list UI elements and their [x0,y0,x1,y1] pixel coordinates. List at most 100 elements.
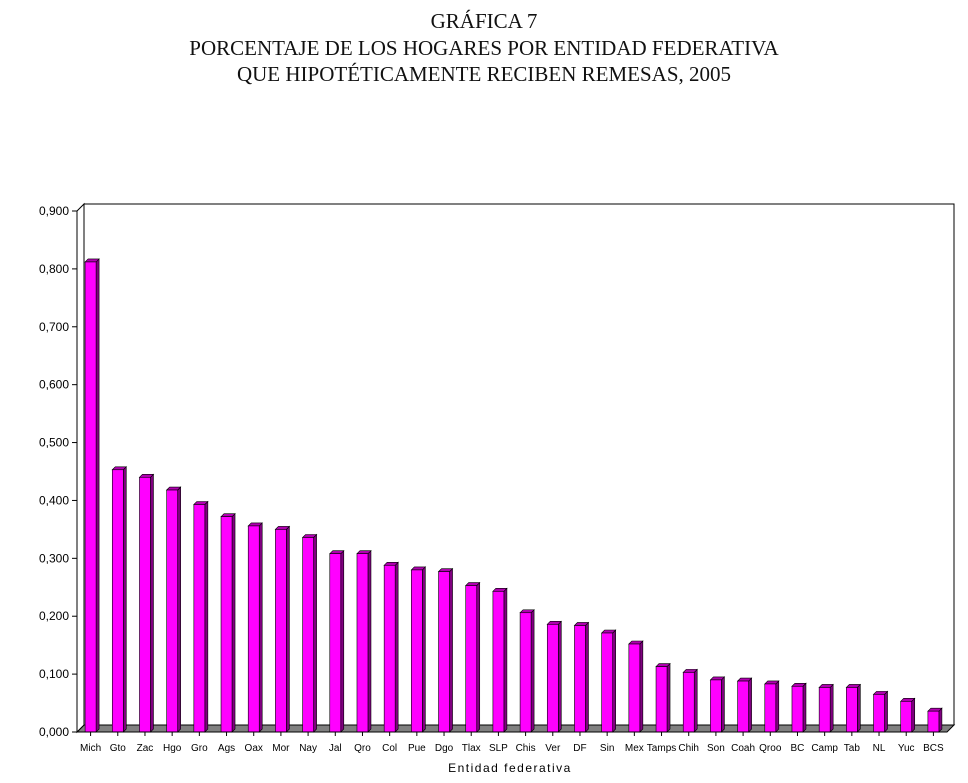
bar-front [411,569,423,733]
bar [383,561,399,733]
bar-side [775,680,780,733]
bar [519,609,535,733]
bar-side [204,500,209,733]
x-axis: Mich Gto Zac Hgo Gro Ags Oax Mor Nay Jal Qro Col Pue… [77,731,947,754]
x-tick-label: Sin [600,743,614,754]
x-tick-label: Tlax [462,743,481,754]
bar-side [721,676,725,733]
x-tick-label: Col [382,743,397,754]
bar-side [122,466,127,733]
bar-side [476,581,481,733]
x-tick-label: Oax [245,743,263,754]
x-tick-label: DF [573,743,586,754]
bar-front [846,687,858,733]
bar-front [628,643,641,733]
bar [410,566,427,733]
x-tick-label: Mich [80,743,101,754]
bar [220,512,236,733]
bar [546,620,563,733]
bar-side [639,640,644,733]
bar [111,466,128,733]
y-tick-label: 0,600 [39,378,69,392]
bar-front [383,564,396,733]
bar [899,697,916,733]
bar [84,258,100,733]
x-tick-label: Hgo [163,743,182,754]
bar-side [911,697,916,733]
bar [600,629,617,733]
x-tick-label: Qro [354,743,371,754]
x-tick-label: Pue [408,743,426,754]
x-tick-label: Mex [625,743,644,754]
y-tick-label: 0,700 [39,320,69,334]
bar-front [710,679,722,733]
bar-front [166,489,178,733]
bar-side [585,621,589,733]
chart-left-wall [76,202,85,734]
x-tick-label: Coah [731,743,755,754]
bar-side [612,629,616,733]
bar-front [438,571,450,733]
x-tick-label: BCS [923,743,944,754]
bar [927,707,943,733]
bar [247,522,263,733]
bar-front [492,591,505,733]
x-tick-label: Chis [516,743,536,754]
bar-side [422,566,426,733]
bar [492,587,508,733]
bar-side [938,707,943,733]
bar-front [465,585,478,733]
y-tick-label: 0,900 [39,204,69,218]
y-tick-label: 0,300 [39,551,69,565]
bar [872,690,889,733]
x-tick-label: Zac [137,743,154,754]
bar-front [900,701,913,733]
chart-title-line-3: QUE HIPOTÉTICAMENTE RECIBEN REMESAS, 200… [236,62,732,86]
x-tick-label: Chih [678,743,699,754]
x-tick-label: Tamps [647,743,676,754]
bar-side [286,525,290,733]
plot-back-wall [83,203,955,726]
y-axis: 0,000 0,100 0,200 0,300 0,400 0,500 0,600 0,700… [39,204,78,739]
y-tick-label: 0,100 [39,667,69,681]
x-axis-label: Entidad federativa [448,761,572,775]
bar-front [356,553,369,733]
bar [709,676,726,733]
x-tick-label: Ver [545,743,561,754]
bar [736,677,753,733]
x-tick-label: Camp [811,743,838,754]
x-tick-label: Yuc [898,743,915,754]
bar-side [95,258,100,733]
bar-side [150,473,154,733]
bar-side [829,683,834,733]
bar-front [247,525,260,733]
bar-side [857,683,861,733]
bar-side [367,549,372,733]
bar-front [111,469,124,733]
bar-side [557,620,562,733]
bar-front [764,683,777,733]
x-tick-label: Gto [110,743,127,754]
bars [84,258,943,733]
x-tick-label: Mor [272,743,290,754]
bar-front [791,685,804,733]
bar [655,662,671,733]
bar [437,567,454,733]
bar-front [737,680,749,733]
bar-side [258,522,263,733]
bar-front [873,694,885,733]
bar [274,525,291,733]
bar-front [193,504,206,733]
x-tick-label: NL [873,743,886,754]
bar-side [177,486,181,733]
chart-title-line-1: GRÁFICA 7 [430,9,538,33]
bar-front [519,612,532,733]
y-tick-label: 0,400 [39,493,69,507]
bar [845,683,862,733]
bar-side [693,668,698,733]
x-tick-label: Tab [844,743,861,754]
bar [193,500,209,733]
x-tick-label: Dgo [435,743,454,754]
bar [464,581,481,733]
